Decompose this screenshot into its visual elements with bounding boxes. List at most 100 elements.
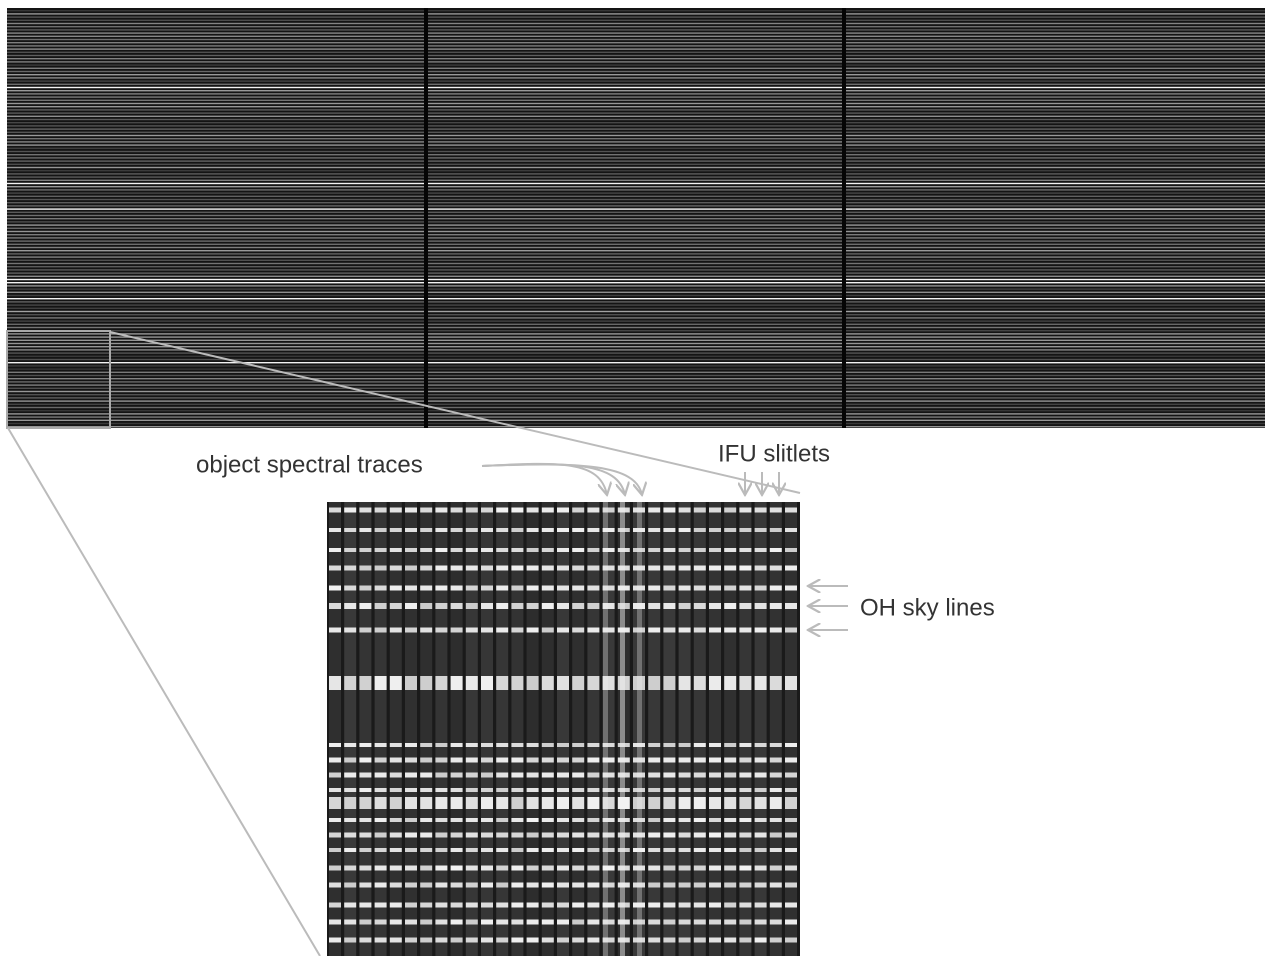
sky-line [572, 818, 584, 822]
sky-line [557, 903, 569, 908]
sky-line [420, 548, 432, 552]
stripe [7, 324, 1265, 325]
sky-line [542, 866, 554, 871]
sky-line [435, 938, 447, 943]
sky-line [648, 938, 660, 943]
sky-line [375, 818, 387, 822]
sky-line [390, 603, 402, 609]
sky-line [481, 758, 493, 763]
sky-line [663, 528, 675, 532]
sky-line [511, 883, 523, 888]
sky-line [770, 586, 782, 591]
stripe [7, 128, 1265, 129]
sky-line [724, 676, 736, 690]
stripe [7, 292, 1265, 293]
sky-line [587, 866, 599, 871]
sky-line [679, 586, 691, 591]
sky-line [511, 818, 523, 822]
sky-line [359, 797, 371, 809]
sky-line [359, 903, 371, 908]
sky-line [527, 903, 539, 908]
sky-line [663, 788, 675, 792]
sky-line [511, 548, 523, 552]
sky-line [511, 528, 523, 532]
stripe [7, 215, 1265, 216]
sky-line [496, 758, 508, 763]
sky-line [572, 603, 584, 609]
sky-line [633, 528, 645, 532]
sky-line [755, 818, 767, 822]
sky-line [572, 508, 584, 513]
sky-line [390, 788, 402, 792]
sky-line [451, 920, 463, 925]
sky-line [572, 866, 584, 871]
sky-line [527, 548, 539, 552]
sky-line [603, 848, 615, 852]
sky-line [709, 818, 721, 822]
stripe [7, 272, 1265, 273]
sky-line [587, 528, 599, 532]
sky-line [694, 603, 706, 609]
sky-line [618, 788, 630, 792]
sky-line [679, 903, 691, 908]
stripe [7, 170, 1265, 171]
stripe [7, 234, 1265, 235]
sky-line [329, 818, 341, 822]
sky-line [466, 883, 478, 888]
sky-line [344, 628, 356, 633]
stripe [7, 266, 1265, 267]
stripe [7, 29, 1265, 30]
stripe [7, 148, 1265, 149]
sky-line [694, 848, 706, 852]
sky-line [496, 938, 508, 943]
sky-line [603, 743, 615, 747]
sky-line [709, 883, 721, 888]
sky-line [739, 528, 751, 532]
sky-line [466, 676, 478, 690]
sky-line [770, 903, 782, 908]
stripe [7, 42, 1265, 43]
sky-line [770, 603, 782, 609]
sky-line [572, 903, 584, 908]
sky-line [663, 676, 675, 690]
sky-line [785, 797, 797, 809]
stripe [7, 167, 1265, 168]
sky-line [390, 743, 402, 747]
sky-line [785, 508, 797, 513]
sky-line [679, 833, 691, 838]
sky-line [587, 903, 599, 908]
sky-line [709, 603, 721, 609]
sky-line [496, 903, 508, 908]
sky-line [466, 628, 478, 633]
sky-line [648, 758, 660, 763]
stripe [7, 237, 1265, 238]
figure: object spectral traces IFU slitlets OH s… [0, 0, 1265, 956]
sky-line [587, 818, 599, 822]
sky-line [527, 603, 539, 609]
sky-line [755, 773, 767, 778]
sky-line [603, 508, 615, 513]
sky-line [633, 883, 645, 888]
sky-line [572, 548, 584, 552]
sky-line [511, 938, 523, 943]
stripe [7, 413, 1265, 414]
sky-line [344, 848, 356, 852]
sky-line [496, 920, 508, 925]
sky-line [709, 773, 721, 778]
sky-line [633, 603, 645, 609]
sky-line [375, 773, 387, 778]
sky-line [618, 586, 630, 591]
sky-line [542, 566, 554, 571]
sky-line [405, 848, 417, 852]
sky-line [694, 797, 706, 809]
stripe [7, 368, 1265, 369]
sky-line [603, 920, 615, 925]
sky-line [785, 758, 797, 763]
sky-line [663, 818, 675, 822]
sky-line [329, 833, 341, 838]
sky-line [557, 743, 569, 747]
stripe [7, 311, 1265, 312]
sky-line [709, 628, 721, 633]
stripe [7, 32, 1265, 33]
sky-line [451, 788, 463, 792]
